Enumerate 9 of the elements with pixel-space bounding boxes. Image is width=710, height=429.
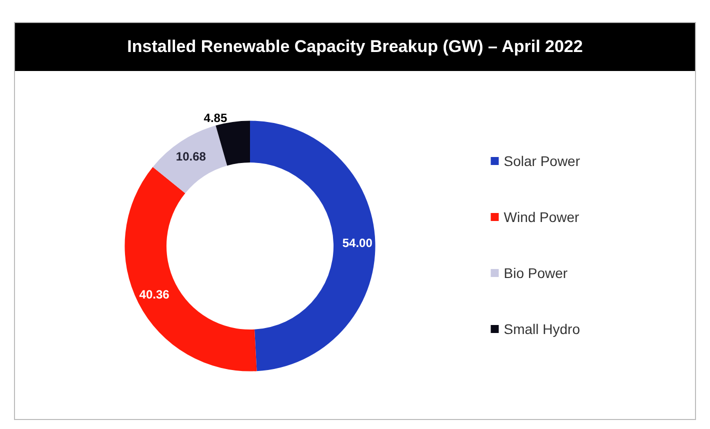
legend-label: Bio Power	[504, 265, 568, 281]
legend-label: Solar Power	[504, 153, 580, 169]
legend-label: Small Hydro	[504, 321, 580, 337]
legend-label: Wind Power	[504, 209, 580, 225]
chart-title: Installed Renewable Capacity Breakup (GW) – April 2022	[15, 23, 695, 71]
data-label: 54.00	[342, 236, 373, 250]
data-label: 40.36	[139, 288, 170, 302]
data-label: 10.68	[176, 149, 206, 164]
data-label: 4.85	[204, 110, 228, 125]
